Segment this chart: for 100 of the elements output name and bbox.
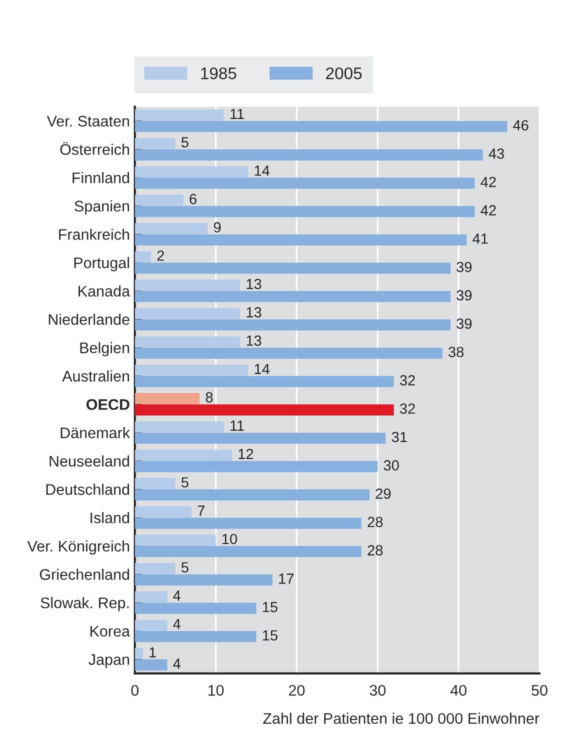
bar [134, 563, 176, 574]
data-label: 11 [230, 420, 244, 431]
x-axis-title: Zahl der Patienten ie 100 000 Einwohner [263, 712, 540, 724]
bar [134, 364, 248, 376]
bar [134, 506, 192, 518]
y-tick-label: Niederlande [48, 314, 130, 325]
bar [134, 223, 208, 234]
y-tick-label: OECD [86, 399, 130, 410]
bar [134, 534, 216, 546]
data-label: 1 [150, 647, 156, 658]
bar [134, 376, 394, 388]
data-label: 32 [400, 375, 415, 386]
bar [134, 620, 168, 631]
bar [134, 262, 450, 274]
data-label: 13 [246, 307, 262, 318]
data-label: 15 [262, 602, 278, 612]
data-label: 31 [392, 432, 407, 442]
legend-label: 1985 [201, 67, 236, 80]
bar [134, 659, 168, 670]
data-label: 29 [376, 488, 391, 499]
bar [134, 450, 232, 461]
data-label: 11 [230, 108, 244, 119]
bar [134, 591, 168, 602]
y-tick-label: Österreich [60, 142, 130, 155]
data-label: 42 [480, 205, 496, 216]
bar [134, 280, 240, 291]
bar [134, 648, 143, 660]
data-label: 4 [173, 590, 180, 601]
y-tick-label: Slowak. Rep. [40, 597, 129, 612]
bar [134, 319, 450, 330]
data-label: 28 [368, 545, 383, 556]
legend-label: 2005 [326, 67, 362, 80]
x-tick-label: 30 [370, 684, 386, 696]
y-tick-label: Korea [90, 626, 130, 637]
data-label: 12 [238, 448, 254, 460]
bar [134, 489, 370, 500]
data-label: 41 [472, 234, 488, 244]
x-tick-label: 0 [131, 684, 139, 696]
bar [134, 110, 224, 121]
y-tick-label: Portugal [74, 257, 129, 272]
data-label: 39 [456, 318, 472, 329]
data-label: 42 [480, 176, 496, 187]
data-label: 38 [448, 346, 464, 358]
bar [134, 251, 152, 262]
bar [134, 166, 248, 178]
bar [134, 546, 362, 558]
data-label: 4 [173, 658, 180, 669]
data-label: 43 [488, 148, 504, 159]
bar [134, 461, 378, 472]
y-tick-label: Neuseeland [50, 455, 130, 467]
x-tick-label: 50 [532, 684, 548, 696]
bar [134, 308, 240, 320]
bar [134, 206, 475, 218]
y-tick-label: Frankreich [59, 228, 130, 240]
data-label: 14 [254, 166, 270, 176]
data-label: 5 [181, 137, 188, 148]
data-label: 4 [173, 619, 180, 630]
data-label: 13 [246, 335, 262, 346]
y-tick-label: Japan [88, 654, 130, 668]
bar [134, 404, 394, 416]
bar [134, 194, 184, 206]
y-tick-label: Spanien [74, 200, 130, 215]
data-label: 46 [513, 120, 528, 130]
data-label: 15 [262, 630, 278, 641]
bar [134, 518, 362, 529]
bar [134, 178, 475, 189]
bar [134, 602, 256, 614]
bar [134, 574, 272, 586]
y-tick-label: Dänemark [60, 427, 130, 438]
data-label: 39 [456, 290, 472, 300]
bar [134, 291, 450, 302]
data-label: 39 [456, 262, 472, 272]
data-label: 14 [254, 364, 270, 374]
bar [134, 234, 467, 246]
data-label: 9 [214, 222, 221, 232]
bar [134, 393, 200, 404]
bar [134, 421, 224, 432]
data-label: 8 [206, 392, 213, 402]
data-label: 32 [400, 404, 415, 414]
data-label: 2 [157, 250, 164, 261]
y-tick-label: Ver. Königreich [27, 540, 130, 555]
bar [134, 121, 508, 132]
data-label: 30 [384, 460, 399, 470]
y-tick-label: Finnland [72, 172, 130, 184]
bar [134, 149, 483, 160]
y-tick-label: Griechenland [40, 568, 130, 580]
data-label: 7 [198, 506, 204, 516]
x-tick-label: 20 [289, 684, 305, 696]
data-label: 17 [279, 574, 294, 584]
data-label: 5 [181, 562, 188, 573]
bar [134, 348, 442, 359]
bar [134, 336, 240, 348]
data-label: 28 [368, 516, 383, 528]
x-tick-label: 10 [208, 684, 224, 696]
bar [134, 478, 176, 490]
data-label: 5 [181, 477, 188, 488]
y-tick-label: Deutschland [46, 484, 130, 495]
y-tick-label: Kanada [78, 285, 130, 297]
bar [134, 432, 386, 444]
data-label: 13 [246, 278, 262, 290]
